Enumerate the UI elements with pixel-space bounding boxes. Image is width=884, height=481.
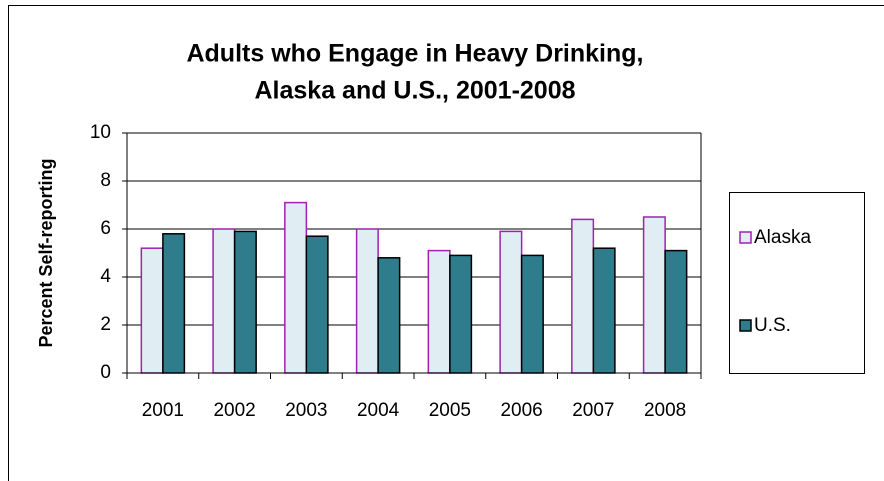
bar bbox=[355, 228, 379, 374]
bar bbox=[284, 201, 308, 374]
y-tick-label: 4 bbox=[100, 266, 111, 287]
legend bbox=[729, 192, 865, 374]
y-tick-label: 8 bbox=[100, 170, 111, 191]
bar bbox=[212, 228, 236, 374]
bar bbox=[520, 254, 544, 374]
legend-swatch bbox=[739, 319, 752, 332]
bar bbox=[571, 218, 595, 374]
y-axis-label: Percent Self-reporting bbox=[36, 158, 56, 347]
bar bbox=[377, 257, 401, 374]
y-tick-label: 6 bbox=[100, 218, 111, 239]
y-tick-label: 10 bbox=[90, 122, 111, 143]
bar bbox=[499, 230, 523, 374]
chart-title: Alaska and U.S., 2001-2008 bbox=[254, 77, 575, 105]
bar bbox=[427, 249, 451, 374]
x-tick-label: 2004 bbox=[357, 400, 400, 421]
bar bbox=[664, 249, 688, 374]
x-tick-label: 2008 bbox=[644, 400, 686, 421]
y-tick-label: 2 bbox=[100, 314, 111, 335]
x-tick-label: 2001 bbox=[142, 400, 184, 421]
bar bbox=[140, 247, 164, 374]
bar bbox=[449, 254, 473, 374]
legend-swatch bbox=[739, 231, 752, 244]
chart-title: Adults who Engage in Heavy Drinking, bbox=[186, 40, 643, 68]
legend-label: Alaska bbox=[754, 227, 811, 248]
x-tick-label: 2007 bbox=[572, 400, 614, 421]
x-tick-label: 2003 bbox=[285, 400, 327, 421]
x-tick-label: 2006 bbox=[500, 400, 542, 421]
legend-label: U.S. bbox=[754, 315, 791, 336]
x-tick-label: 2002 bbox=[213, 400, 255, 421]
bar bbox=[162, 233, 186, 374]
bar bbox=[305, 235, 329, 374]
bar bbox=[592, 247, 616, 374]
bar bbox=[233, 230, 257, 374]
bar bbox=[642, 216, 666, 374]
y-tick-label: 0 bbox=[100, 362, 111, 383]
x-tick-label: 2005 bbox=[429, 400, 471, 421]
